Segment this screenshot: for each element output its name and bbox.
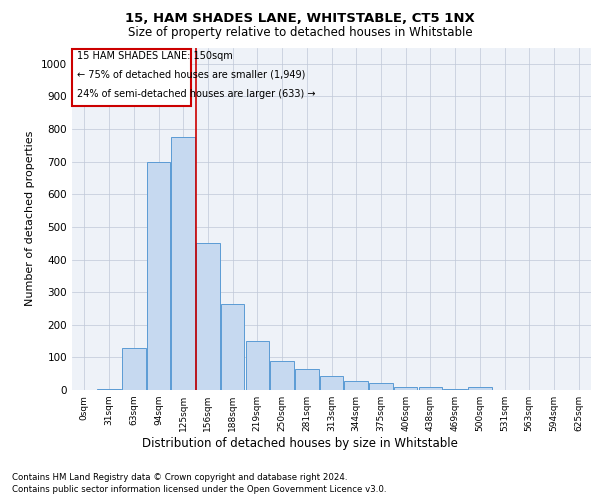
Bar xyxy=(122,348,146,390)
Text: 24% of semi-detached houses are larger (633) →: 24% of semi-detached houses are larger (… xyxy=(77,88,316,99)
Text: 15 HAM SHADES LANE: 150sqm: 15 HAM SHADES LANE: 150sqm xyxy=(77,51,233,61)
Bar xyxy=(295,369,319,390)
Bar xyxy=(172,137,195,390)
Bar xyxy=(221,304,244,390)
Bar xyxy=(271,362,294,390)
Bar xyxy=(245,341,269,390)
Text: 15, HAM SHADES LANE, WHITSTABLE, CT5 1NX: 15, HAM SHADES LANE, WHITSTABLE, CT5 1NX xyxy=(125,12,475,26)
Text: Size of property relative to detached houses in Whitstable: Size of property relative to detached ho… xyxy=(128,26,472,39)
Bar xyxy=(196,243,220,390)
Text: Contains public sector information licensed under the Open Government Licence v3: Contains public sector information licen… xyxy=(12,485,386,494)
Text: Distribution of detached houses by size in Whitstable: Distribution of detached houses by size … xyxy=(142,438,458,450)
Bar xyxy=(320,376,343,390)
Bar xyxy=(369,384,392,390)
Text: Contains HM Land Registry data © Crown copyright and database right 2024.: Contains HM Land Registry data © Crown c… xyxy=(12,472,347,482)
Bar xyxy=(419,388,442,390)
Bar xyxy=(147,162,170,390)
Bar xyxy=(344,381,368,390)
Text: ← 75% of detached houses are smaller (1,949): ← 75% of detached houses are smaller (1,… xyxy=(77,70,305,80)
Bar xyxy=(468,386,491,390)
Y-axis label: Number of detached properties: Number of detached properties xyxy=(25,131,35,306)
Bar xyxy=(394,386,418,390)
FancyBboxPatch shape xyxy=(72,49,191,106)
